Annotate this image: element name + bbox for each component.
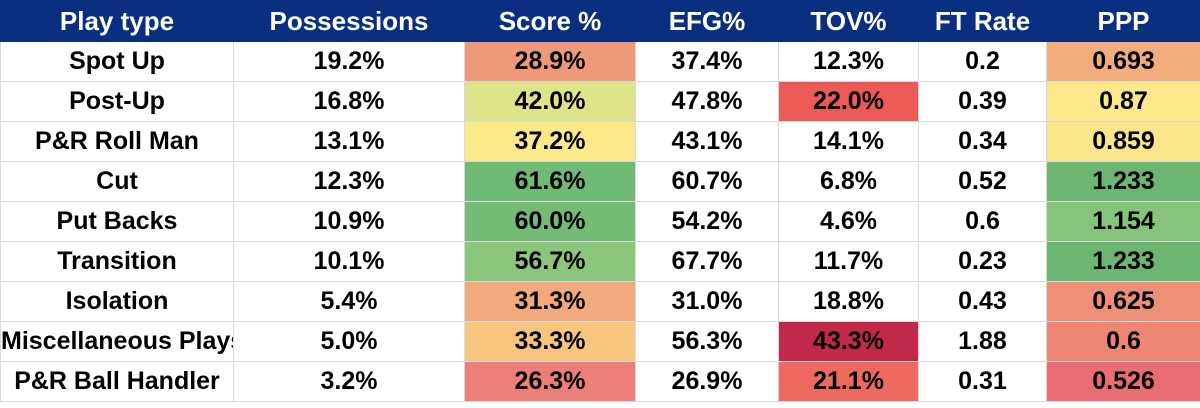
score-pct-cell: 26.3% [464, 361, 636, 402]
possessions-cell: 19.2% [233, 41, 465, 82]
table-row: Spot Up 19.2% 28.9% 37.4% 12.3% 0.2 0.693 [0, 41, 1200, 82]
score-pct-cell: 60.0% [464, 201, 636, 242]
table-row: P&R Roll Man 13.1% 37.2% 43.1% 14.1% 0.34 0.85… [0, 121, 1200, 162]
ft-rate-cell: 1.88 [918, 321, 1047, 362]
efg-pct-cell: 56.3% [635, 321, 779, 362]
table-body: Spot Up 19.2% 28.9% 37.4% 12.3% 0.2 0.693 Post-… [0, 41, 1200, 402]
table-row: Transition 10.1% 56.7% 67.7% 11.7% 0.23 1.233 [0, 241, 1200, 282]
score-pct-cell: 28.9% [464, 41, 636, 82]
table-row: Cut 12.3% 61.6% 60.7% 6.8% 0.52 1.233 [0, 161, 1200, 202]
header-efg-pct: EFG% [635, 0, 779, 42]
score-pct-cell: 56.7% [464, 241, 636, 282]
tov-pct-cell: 6.8% [778, 161, 919, 202]
play-type-cell: Put Backs [0, 201, 234, 242]
table-row: Miscellaneous Plays 5.0% 33.3% 56.3% 43.3% 1.… [0, 321, 1200, 362]
table-row: Post-Up 16.8% 42.0% 47.8% 22.0% 0.39 0.87 [0, 81, 1200, 122]
tov-pct-cell: 21.1% [778, 361, 919, 402]
header-ppp: PPP [1046, 0, 1200, 42]
ft-rate-cell: 0.2 [918, 41, 1047, 82]
play-type-cell: Spot Up [0, 41, 234, 82]
ft-rate-cell: 0.43 [918, 281, 1047, 322]
play-type-cell: Isolation [0, 281, 234, 322]
possessions-cell: 10.1% [233, 241, 465, 282]
ppp-cell: 1.233 [1046, 161, 1200, 202]
play-type-cell: Post-Up [0, 81, 234, 122]
ppp-cell: 0.6 [1046, 321, 1200, 362]
tov-pct-cell: 4.6% [778, 201, 919, 242]
ppp-cell: 1.233 [1046, 241, 1200, 282]
play-type-cell: Cut [0, 161, 234, 202]
efg-pct-cell: 37.4% [635, 41, 779, 82]
ppp-cell: 0.87 [1046, 81, 1200, 122]
efg-pct-cell: 54.2% [635, 201, 779, 242]
header-possessions: Possessions [233, 0, 465, 42]
ft-rate-cell: 0.39 [918, 81, 1047, 122]
ppp-cell: 0.526 [1046, 361, 1200, 402]
tov-pct-cell: 43.3% [778, 321, 919, 362]
ft-rate-cell: 0.34 [918, 121, 1047, 162]
play-type-cell: Miscellaneous Plays [0, 321, 234, 362]
efg-pct-cell: 47.8% [635, 81, 779, 122]
score-pct-cell: 37.2% [464, 121, 636, 162]
tov-pct-cell: 14.1% [778, 121, 919, 162]
header-tov-pct: TOV% [778, 0, 919, 42]
tov-pct-cell: 18.8% [778, 281, 919, 322]
possessions-cell: 3.2% [233, 361, 465, 402]
efg-pct-cell: 43.1% [635, 121, 779, 162]
header-ft-rate: FT Rate [918, 0, 1047, 42]
table-row: Isolation 5.4% 31.3% 31.0% 18.8% 0.43 0.625 [0, 281, 1200, 322]
possessions-cell: 5.0% [233, 321, 465, 362]
ppp-cell: 0.859 [1046, 121, 1200, 162]
play-type-cell: Transition [0, 241, 234, 282]
possessions-cell: 10.9% [233, 201, 465, 242]
score-pct-cell: 61.6% [464, 161, 636, 202]
efg-pct-cell: 31.0% [635, 281, 779, 322]
play-type-cell: P&R Roll Man [0, 121, 234, 162]
score-pct-cell: 31.3% [464, 281, 636, 322]
tov-pct-cell: 22.0% [778, 81, 919, 122]
efg-pct-cell: 60.7% [635, 161, 779, 202]
tov-pct-cell: 12.3% [778, 41, 919, 82]
header-score-pct: Score % [464, 0, 636, 42]
ft-rate-cell: 0.52 [918, 161, 1047, 202]
play-type-cell: P&R Ball Handler [0, 361, 234, 402]
ft-rate-cell: 0.6 [918, 201, 1047, 242]
header-play-type: Play type [0, 0, 234, 42]
ppp-cell: 0.693 [1046, 41, 1200, 82]
possessions-cell: 12.3% [233, 161, 465, 202]
efg-pct-cell: 67.7% [635, 241, 779, 282]
score-pct-cell: 33.3% [464, 321, 636, 362]
efg-pct-cell: 26.9% [635, 361, 779, 402]
possessions-cell: 5.4% [233, 281, 465, 322]
tov-pct-cell: 11.7% [778, 241, 919, 282]
possessions-cell: 13.1% [233, 121, 465, 162]
table-row: P&R Ball Handler 3.2% 26.3% 26.9% 21.1% 0.31 0… [0, 361, 1200, 402]
ft-rate-cell: 0.31 [918, 361, 1047, 402]
ppp-cell: 1.154 [1046, 201, 1200, 242]
ft-rate-cell: 0.23 [918, 241, 1047, 282]
possessions-cell: 16.8% [233, 81, 465, 122]
score-pct-cell: 42.0% [464, 81, 636, 122]
table-row: Put Backs 10.9% 60.0% 54.2% 4.6% 0.6 1.154 [0, 201, 1200, 242]
header-row: Play type Possessions Score % EFG% TOV% … [0, 0, 1200, 42]
ppp-cell: 0.625 [1046, 281, 1200, 322]
